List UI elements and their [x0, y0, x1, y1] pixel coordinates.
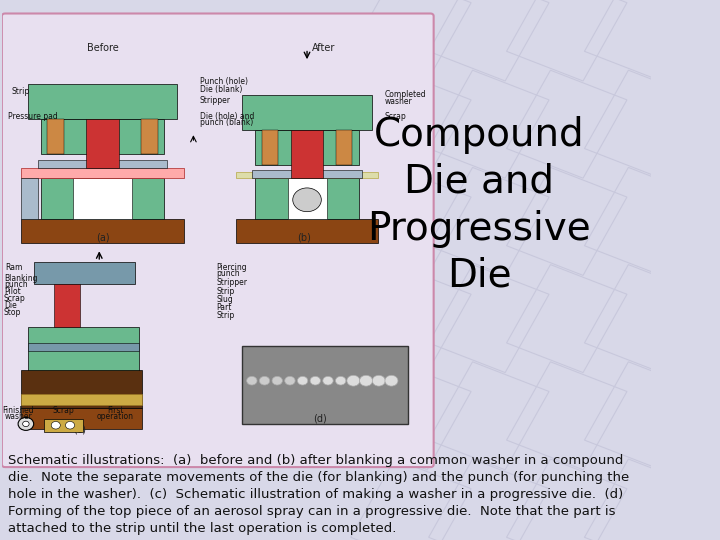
Bar: [28, 84, 177, 119]
Text: Scrap: Scrap: [53, 406, 74, 415]
Text: Pilot: Pilot: [4, 287, 21, 296]
Text: punch: punch: [4, 280, 27, 289]
Bar: [336, 130, 353, 165]
FancyBboxPatch shape: [242, 346, 408, 424]
Text: Punch (hole): Punch (hole): [200, 77, 248, 86]
Circle shape: [272, 376, 282, 385]
Circle shape: [297, 376, 308, 385]
Text: Blanking: Blanking: [4, 274, 37, 283]
Text: Finished: Finished: [2, 406, 34, 415]
Bar: [54, 284, 80, 327]
Text: (a): (a): [96, 232, 109, 242]
Bar: [235, 172, 379, 178]
Text: (d): (d): [313, 413, 327, 423]
Text: Piercing: Piercing: [216, 263, 247, 272]
Bar: [28, 343, 138, 351]
Bar: [22, 219, 184, 243]
Text: Stripper: Stripper: [200, 96, 231, 105]
Circle shape: [284, 376, 295, 385]
Bar: [22, 408, 142, 429]
Circle shape: [66, 421, 75, 429]
Bar: [255, 130, 359, 165]
Text: Slug: Slug: [216, 295, 233, 305]
Bar: [242, 94, 372, 130]
Circle shape: [22, 421, 29, 427]
Text: Scrap: Scrap: [385, 112, 407, 121]
Bar: [41, 178, 164, 219]
Text: Pressure pad: Pressure pad: [9, 112, 58, 121]
Circle shape: [18, 417, 34, 430]
Bar: [73, 178, 132, 219]
FancyBboxPatch shape: [44, 418, 83, 432]
Text: First: First: [107, 406, 124, 415]
Circle shape: [372, 375, 385, 386]
Text: operation: operation: [97, 412, 134, 421]
Text: washer: washer: [4, 412, 32, 421]
Circle shape: [323, 376, 333, 385]
Bar: [22, 168, 184, 178]
Bar: [22, 370, 142, 408]
Text: (b): (b): [297, 232, 311, 242]
Circle shape: [293, 188, 321, 212]
Bar: [261, 130, 278, 165]
Circle shape: [247, 376, 257, 385]
Bar: [291, 130, 323, 178]
Text: Scrap: Scrap: [4, 294, 26, 303]
Text: punch (blank): punch (blank): [200, 118, 253, 127]
Text: Stop: Stop: [4, 308, 21, 317]
Text: Die: Die: [4, 301, 17, 310]
Bar: [141, 119, 158, 154]
Text: Part: Part: [216, 303, 232, 313]
Text: Die (blank): Die (blank): [200, 85, 242, 94]
Text: Strip: Strip: [216, 287, 235, 296]
Text: Compound
Die and
Progressive
Die: Compound Die and Progressive Die: [367, 116, 591, 295]
Bar: [252, 170, 362, 178]
Circle shape: [347, 375, 360, 386]
Circle shape: [51, 421, 60, 429]
Text: Schematic illustrations:  (a)  before and (b) after blanking a common washer in : Schematic illustrations: (a) before and …: [9, 454, 629, 535]
Text: washer: washer: [385, 97, 413, 106]
Bar: [48, 119, 63, 154]
Circle shape: [359, 375, 372, 386]
Text: punch: punch: [216, 269, 240, 278]
Bar: [235, 219, 379, 243]
Text: Ram: Ram: [5, 263, 22, 272]
FancyBboxPatch shape: [2, 14, 433, 467]
Bar: [41, 119, 164, 154]
Text: Completed: Completed: [385, 90, 426, 99]
Text: Strip: Strip: [216, 310, 235, 320]
Text: Stripper: Stripper: [216, 278, 247, 287]
Circle shape: [385, 375, 398, 386]
Circle shape: [259, 376, 270, 385]
Text: (c): (c): [73, 424, 86, 434]
Bar: [22, 394, 142, 405]
Text: Strip: Strip: [12, 87, 30, 97]
Bar: [287, 178, 326, 219]
Bar: [37, 160, 168, 168]
Bar: [35, 262, 135, 284]
Text: Die (hole) and: Die (hole) and: [200, 112, 254, 121]
Bar: [86, 119, 119, 168]
Bar: [22, 178, 37, 219]
Bar: [28, 327, 138, 375]
Circle shape: [310, 376, 320, 385]
Text: After: After: [312, 43, 335, 53]
Circle shape: [336, 376, 346, 385]
Text: Before: Before: [86, 43, 118, 53]
Bar: [255, 178, 359, 219]
